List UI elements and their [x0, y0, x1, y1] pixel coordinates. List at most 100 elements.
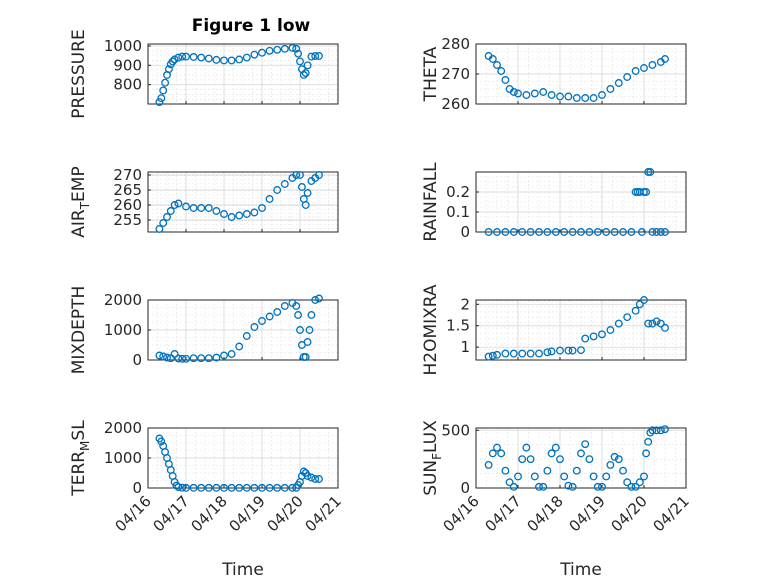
y-tick-label: 1.5 — [446, 317, 470, 335]
y-tick-label: 0 — [460, 223, 470, 241]
data-point — [543, 348, 552, 357]
data-point — [509, 349, 518, 358]
data-point — [170, 350, 179, 358]
y-tick-label: 500 — [441, 421, 470, 439]
data-point — [530, 472, 539, 481]
data-point — [311, 296, 320, 304]
data-point — [258, 204, 266, 212]
x-tick-label: 04/16 — [112, 492, 155, 535]
data-point — [522, 91, 531, 99]
data-point — [631, 482, 640, 491]
data-point — [493, 443, 501, 452]
data-point — [178, 52, 187, 61]
data-point — [509, 228, 518, 236]
x-tick-label: 04/18 — [188, 492, 231, 535]
y-axis-label: PRESSURE — [69, 29, 89, 118]
data-point — [497, 67, 506, 75]
data-point — [301, 69, 310, 77]
data-point — [560, 472, 569, 481]
data-point — [227, 483, 236, 492]
data-point — [623, 73, 632, 81]
data-point — [509, 88, 518, 96]
data-point — [602, 472, 611, 481]
data-point — [656, 426, 665, 435]
data-point — [294, 49, 303, 58]
x-tick-label: 04/20 — [264, 492, 307, 535]
data-point — [568, 228, 577, 236]
data-point — [577, 228, 585, 236]
axes-box — [475, 299, 687, 361]
data-point — [535, 349, 543, 358]
data-point — [163, 213, 171, 221]
data-point — [602, 228, 611, 236]
data-point — [292, 171, 301, 179]
data-point — [644, 437, 653, 446]
data-point — [606, 460, 615, 469]
data-point — [163, 353, 171, 362]
data-point — [296, 326, 304, 334]
data-point — [648, 228, 657, 236]
data-point — [227, 213, 236, 221]
data-point — [535, 482, 543, 491]
data-point — [297, 183, 306, 191]
data-point — [640, 64, 648, 72]
data-point — [315, 52, 323, 60]
data-point — [305, 326, 314, 334]
data-point — [299, 71, 308, 79]
data-point — [543, 228, 552, 236]
data-point — [518, 349, 527, 358]
data-point — [656, 319, 665, 328]
data-point — [543, 466, 552, 475]
data-point — [661, 323, 669, 332]
y-tick-label: 2 — [460, 295, 470, 313]
data-point — [648, 426, 657, 435]
y-tick-label: 0.2 — [446, 183, 470, 201]
data-point — [539, 88, 548, 96]
data-point — [174, 483, 183, 492]
x-tick-label: 04/21 — [650, 492, 693, 535]
data-point — [204, 54, 213, 63]
y-axis-label: RAINFALL — [421, 162, 441, 242]
data-point — [258, 48, 266, 57]
data-point — [242, 483, 251, 492]
data-point — [642, 449, 651, 458]
data-point — [581, 94, 590, 102]
data-point — [646, 168, 655, 176]
subplot-rainfall: 0 0.1 0.2 RAINFALL — [421, 162, 687, 242]
data-point — [572, 94, 581, 102]
data-point — [250, 323, 259, 331]
data-point — [560, 228, 569, 236]
data-point — [280, 302, 289, 310]
data-point — [204, 483, 213, 492]
data-point — [301, 201, 310, 209]
data-point — [307, 311, 316, 319]
data-point — [556, 455, 564, 464]
data-point — [652, 317, 661, 326]
data-point — [505, 478, 514, 487]
data-point — [598, 482, 606, 491]
data-point — [159, 219, 168, 227]
data-point — [296, 171, 304, 179]
y-tick-label: 0 — [460, 479, 470, 497]
data-point — [265, 195, 274, 203]
data-point — [220, 351, 228, 360]
data-point — [220, 56, 228, 65]
x-tick-label: 04/20 — [608, 492, 651, 535]
data-point — [273, 483, 282, 492]
data-point — [585, 228, 594, 236]
data-point — [157, 94, 166, 103]
data-point — [627, 228, 636, 236]
data-point — [526, 228, 535, 236]
subplot-h2omixra: 1 1.5 2 H2OMIXRA — [421, 284, 687, 376]
x-tick-label: 04/18 — [524, 492, 567, 535]
x-axis-label: Time — [559, 560, 602, 580]
data-point — [212, 353, 221, 362]
data-point — [581, 440, 590, 449]
data-point — [273, 45, 282, 54]
data-point — [593, 228, 602, 236]
data-point — [220, 210, 228, 218]
data-point — [488, 449, 497, 458]
data-point — [598, 91, 606, 99]
data-point — [652, 228, 661, 236]
